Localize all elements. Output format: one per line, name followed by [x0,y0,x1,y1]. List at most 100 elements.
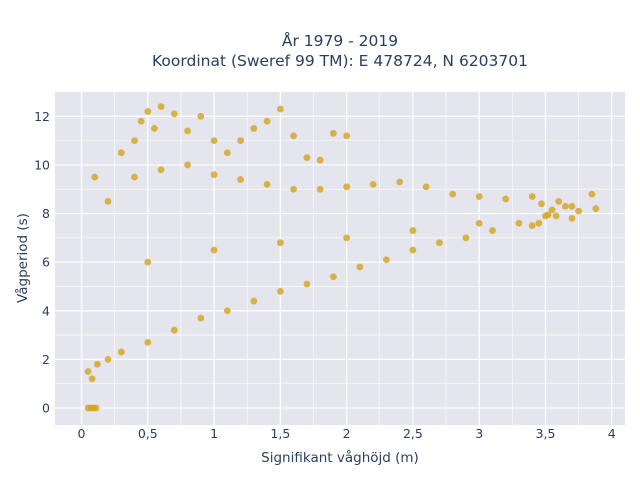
x-tick-label: 1,5 [270,426,290,441]
scatter-point [343,234,351,242]
scatter-point [237,137,244,145]
scatter-point [462,234,470,242]
scatter-point [94,360,101,368]
scatter-point [538,200,545,208]
scatter-point [92,404,100,412]
y-tick-label: 10 [34,157,50,172]
scatter-point [528,193,536,200]
scatter-point [210,246,218,254]
scatter-point [515,219,523,227]
scatter-point [223,149,231,157]
scatter-point [117,348,125,356]
scatter-point [151,125,158,132]
scatter-point [250,297,258,305]
x-tick-label: 0 [78,426,86,441]
scatter-point [237,176,244,183]
scatter-point [561,202,569,210]
scatter-point [329,273,337,281]
scatter-point [88,375,96,383]
grid-lines [55,92,625,425]
scatter-point [383,256,390,264]
scatter-point [263,180,271,188]
x-tick-label: 2 [343,426,351,441]
scatter-point [475,219,483,227]
scatter-point [170,110,178,118]
scatter-point [276,287,284,295]
scatter-point [544,211,552,219]
chart-title: År 1979 - 2019 [282,31,398,50]
scatter-point [555,197,563,205]
chart-subtitle: Koordinat (Sweref 99 TM): E 478724, N 62… [152,52,528,70]
scatter-point [263,117,271,125]
scatter-point [250,125,258,132]
scatter-point [369,180,377,188]
x-tick-label: 2,5 [403,426,423,441]
scatter-point [528,222,536,230]
scatter-point [592,205,600,213]
scatter-point [144,338,152,346]
y-tick-label: 4 [42,303,50,318]
scatter-point [548,206,556,214]
scatter-point [303,154,311,162]
scatter-point [276,105,284,113]
plot-background [55,92,625,425]
scatter-point [104,355,112,363]
scatter-point [316,185,324,193]
scatter-point [210,137,218,145]
x-tick-label: 1 [210,426,218,441]
scatter-point [184,161,191,169]
scatter-point [303,280,311,288]
scatter-point [184,127,191,135]
x-tick-label: 0,5 [138,426,158,441]
y-tick-label: 2 [42,352,50,367]
y-tick-label: 8 [42,206,50,221]
scatter-point [197,314,205,322]
scatter-point [197,112,205,120]
scatter-point [489,227,496,234]
scatter-point [210,171,218,179]
scatter-point [568,214,576,222]
scatter-point [316,156,324,164]
scatter-point [396,178,404,186]
data-points [84,103,600,412]
scatter-point [131,173,138,181]
scatter-point [552,212,560,220]
scatter-point [157,166,165,174]
scatter-point [449,190,457,198]
scatter-point [329,129,337,137]
x-tick-label: 4 [608,426,616,441]
scatter-point [502,195,510,203]
scatter-point [422,183,430,191]
scatter-point [117,149,125,157]
scatter-point [144,258,152,266]
scatter-point [104,197,112,205]
y-tick-label: 12 [34,109,50,124]
scatter-point [475,193,483,200]
scatter-point [568,202,576,210]
scatter-point [84,368,92,375]
scatter-point [131,137,138,145]
scatter-point [137,117,145,125]
x-axis-title: Signifikant våghöjd (m) [261,449,419,466]
scatter-point [436,239,443,247]
y-axis-title: Vågperiod (s) [14,213,31,303]
scatter-point [276,239,284,247]
scatter-point [290,185,297,193]
scatter-point [157,103,165,110]
x-tick-labels: 0 0,5 1 1,5 2 2,5 3 3,5 4 [78,426,616,441]
scatter-point [290,132,297,140]
x-tick-label: 3 [475,426,483,441]
y-tick-labels: 0 2 4 6 8 10 12 [34,109,50,416]
y-tick-label: 6 [42,255,50,270]
y-tick-label: 0 [42,400,50,415]
scatter-point [144,108,152,115]
scatter-point [575,207,582,215]
scatter-point [170,326,178,334]
scatter-point [409,246,417,254]
scatter-point [223,307,231,315]
scatter-point [535,219,543,227]
scatter-point [343,132,351,140]
scatter-point [409,227,417,234]
